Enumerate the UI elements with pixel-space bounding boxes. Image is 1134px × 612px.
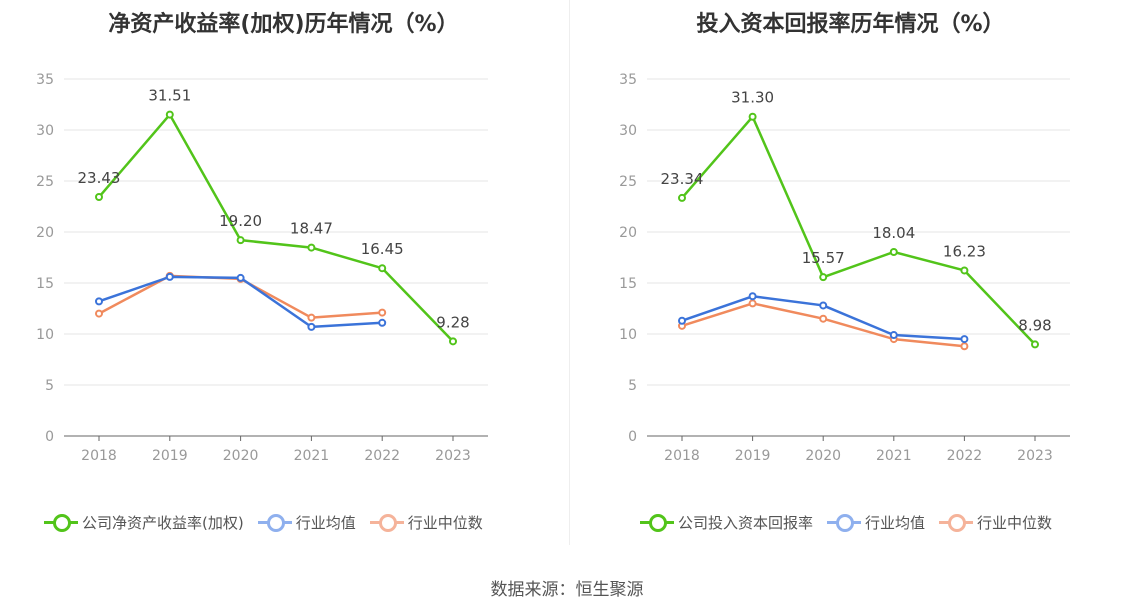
y-tick-label: 35 bbox=[619, 72, 637, 88]
legend-label: 公司净资产收益率(加权) bbox=[82, 513, 244, 532]
data-point bbox=[307, 243, 316, 252]
legend-label: 行业均值 bbox=[865, 513, 926, 532]
y-tick-label: 35 bbox=[36, 72, 54, 88]
data-label: 31.51 bbox=[148, 87, 191, 105]
data-label: 18.04 bbox=[872, 224, 915, 242]
y-tick-label: 0 bbox=[45, 429, 54, 445]
roe-line-chart: 0 5 10 15 20 25 30 35 2018 2019 2020 2021 2022 2023 23… bbox=[36, 72, 488, 464]
data-label: 18.47 bbox=[290, 220, 333, 238]
legend-label: 行业中位数 bbox=[407, 513, 483, 532]
data-label: 16.23 bbox=[943, 242, 986, 260]
data-label: 8.98 bbox=[1018, 316, 1051, 334]
data-label: 23.43 bbox=[78, 169, 121, 187]
legend-item-industry-mean[interactable]: 行业均值 bbox=[827, 512, 925, 533]
legend-item-industry-median[interactable]: 行业中位数 bbox=[369, 512, 483, 533]
roe-legend: 公司净资产收益率(加权) 行业均值 行业中位数 bbox=[44, 510, 497, 534]
legend-item-company-roe[interactable]: 公司净资产收益率(加权) bbox=[44, 512, 244, 533]
legend-marker-icon bbox=[369, 512, 404, 532]
legend-label: 行业中位数 bbox=[977, 513, 1053, 532]
y-tick-label: 30 bbox=[36, 123, 54, 139]
data-point bbox=[95, 297, 103, 306]
y-tick-label: 25 bbox=[619, 174, 637, 190]
data-point bbox=[960, 266, 969, 275]
legend-item-company-roic[interactable]: 公司投入资本回报率 bbox=[640, 512, 813, 533]
y-tick-label: 25 bbox=[36, 174, 54, 190]
data-point bbox=[678, 316, 686, 325]
y-tick-label: 10 bbox=[36, 327, 54, 343]
data-point bbox=[307, 322, 316, 331]
y-tick-label: 5 bbox=[45, 378, 54, 394]
roic-line-chart: 0 5 10 15 20 25 30 35 2018 2019 2020 2021 2022 2023 23… bbox=[619, 72, 1070, 464]
data-point bbox=[819, 314, 828, 323]
data-point bbox=[236, 273, 245, 282]
data-label: 16.45 bbox=[361, 240, 404, 258]
data-point bbox=[748, 292, 757, 301]
data-label: 9.28 bbox=[436, 313, 469, 331]
x-tick-label: 2018 bbox=[664, 448, 700, 464]
data-point bbox=[378, 318, 387, 327]
legend-label: 公司投入资本回报率 bbox=[678, 513, 814, 532]
legend-item-industry-median[interactable]: 行业中位数 bbox=[939, 512, 1052, 533]
y-tick-label: 15 bbox=[36, 276, 54, 292]
data-point bbox=[1031, 340, 1039, 349]
data-point bbox=[378, 308, 387, 317]
data-label: 23.34 bbox=[661, 170, 704, 188]
data-point bbox=[165, 272, 174, 281]
chart-title-roe: 净资产收益率(加权)历年情况（%） bbox=[108, 12, 459, 37]
legend-marker-icon bbox=[44, 512, 78, 532]
x-tick-label: 2018 bbox=[81, 448, 117, 464]
x-tick-label: 2023 bbox=[435, 448, 471, 464]
data-point bbox=[378, 264, 387, 273]
y-tick-label: 15 bbox=[619, 276, 637, 292]
legend-label: 行业均值 bbox=[295, 513, 356, 532]
x-tick-label: 2019 bbox=[152, 448, 188, 464]
data-point bbox=[889, 331, 898, 340]
data-point bbox=[678, 193, 686, 202]
data-label: 31.30 bbox=[731, 89, 774, 107]
data-point bbox=[449, 337, 457, 346]
x-tick-label: 2020 bbox=[805, 448, 841, 464]
data-point bbox=[307, 313, 316, 322]
chart-divider bbox=[569, 0, 570, 545]
data-point bbox=[748, 112, 757, 121]
data-point bbox=[95, 309, 103, 318]
data-point bbox=[95, 193, 103, 202]
data-point bbox=[819, 301, 828, 310]
data-point bbox=[889, 247, 898, 256]
x-tick-label: 2021 bbox=[294, 448, 330, 464]
x-tick-label: 2019 bbox=[735, 448, 771, 464]
x-tick-label: 2023 bbox=[1017, 448, 1053, 464]
legend-marker-icon bbox=[257, 512, 292, 532]
y-tick-label: 20 bbox=[619, 225, 637, 241]
data-label: 15.57 bbox=[802, 249, 845, 267]
series-line bbox=[98, 113, 454, 343]
x-tick-label: 2021 bbox=[876, 448, 912, 464]
data-point bbox=[236, 236, 245, 245]
series-line bbox=[681, 115, 1036, 346]
data-point bbox=[960, 335, 969, 344]
data-point bbox=[165, 110, 174, 119]
x-tick-label: 2020 bbox=[223, 448, 259, 464]
data-point bbox=[748, 299, 757, 308]
y-tick-label: 20 bbox=[36, 225, 54, 241]
y-tick-label: 0 bbox=[628, 429, 637, 445]
x-tick-label: 2022 bbox=[947, 448, 983, 464]
y-tick-label: 30 bbox=[619, 123, 637, 139]
x-tick-label: 2022 bbox=[364, 448, 400, 464]
data-point bbox=[819, 273, 828, 282]
data-source: 数据来源：恒生聚源 bbox=[490, 580, 644, 600]
y-tick-label: 10 bbox=[619, 327, 637, 343]
data-label: 19.20 bbox=[219, 212, 262, 230]
legend-item-industry-mean[interactable]: 行业均值 bbox=[257, 512, 356, 533]
roic-legend: 公司投入资本回报率 行业均值 行业中位数 bbox=[640, 510, 1066, 534]
legend-marker-icon bbox=[827, 512, 862, 532]
y-tick-label: 5 bbox=[628, 378, 637, 394]
data-point bbox=[960, 342, 969, 351]
series-line bbox=[98, 275, 383, 329]
series-line bbox=[681, 302, 965, 348]
legend-marker-icon bbox=[640, 512, 674, 532]
chart-title-roic: 投入资本回报率历年情况（%） bbox=[696, 12, 1005, 37]
legend-marker-icon bbox=[939, 512, 974, 532]
